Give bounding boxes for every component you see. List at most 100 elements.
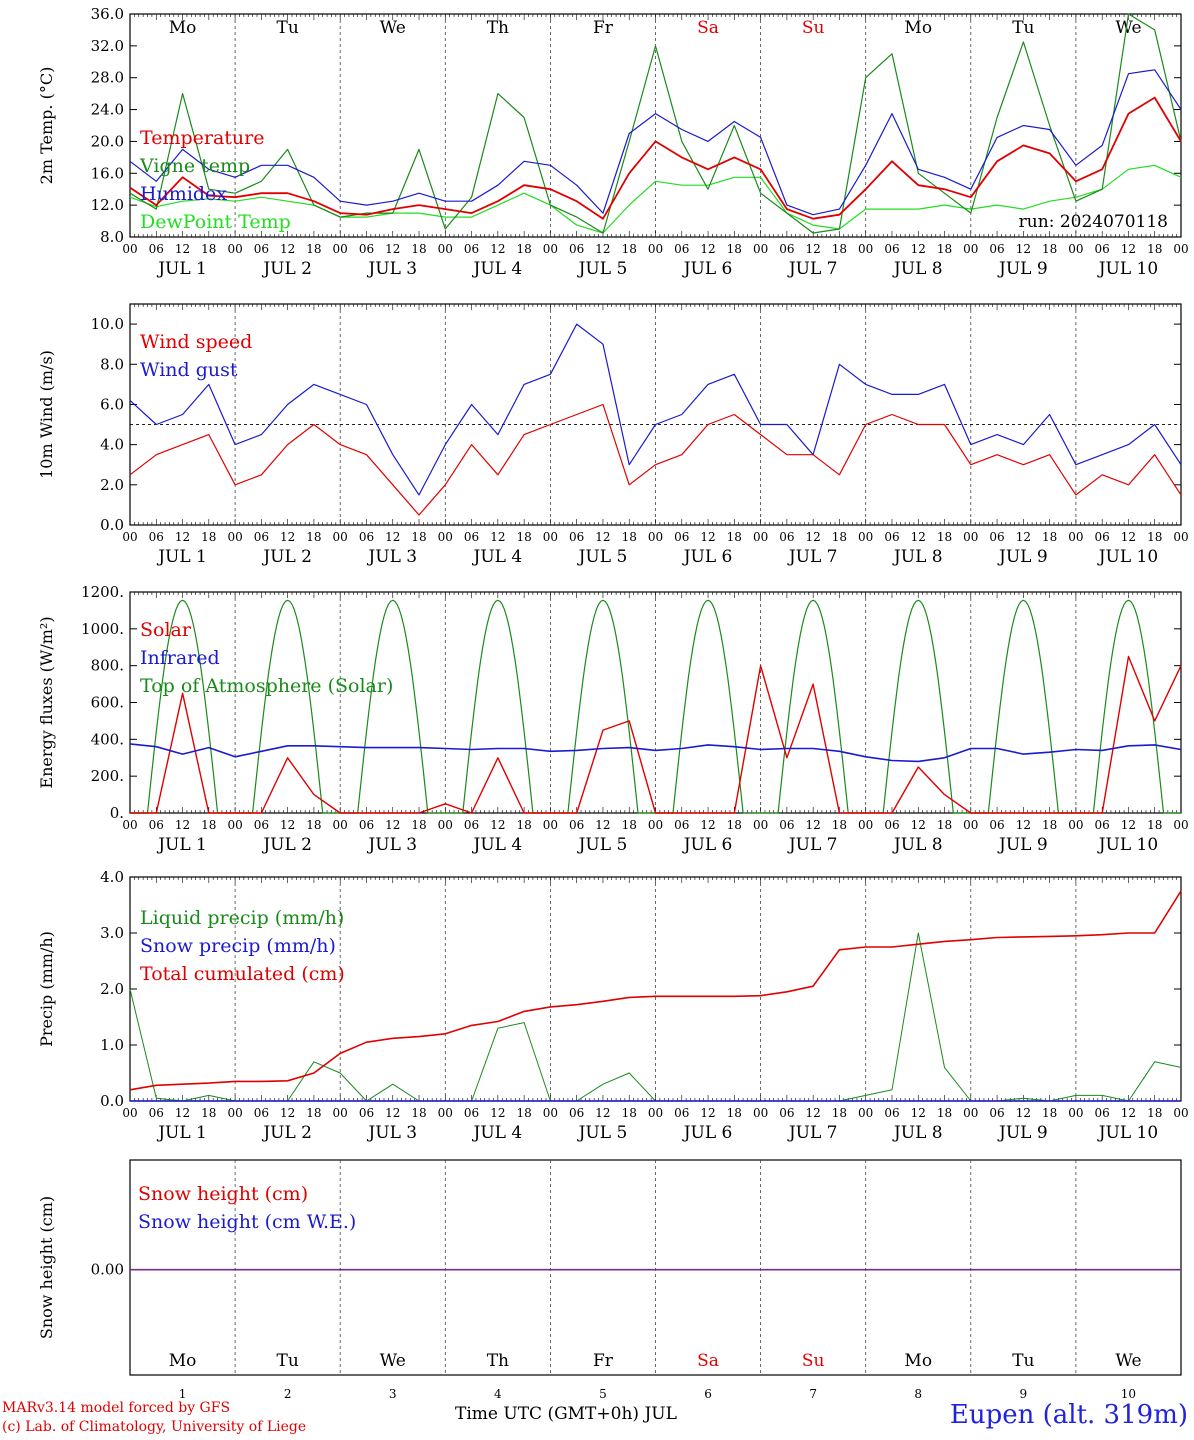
- panel4-hour-label: 12: [1016, 1106, 1031, 1120]
- panel4-y-tick-label: 4.0: [100, 868, 124, 886]
- panel4-hour-label: 12: [280, 1106, 295, 1120]
- panel3-hour-label: 06: [989, 818, 1004, 832]
- panel1-hour-label: 00: [858, 242, 873, 256]
- panel2-hour-label: 06: [569, 530, 584, 544]
- panel2-hour-label: 18: [411, 530, 426, 544]
- panel3-hour-label: 00: [1068, 818, 1083, 832]
- legend-entry: Infrared: [140, 647, 220, 669]
- panel1-hour-label: 00: [1173, 242, 1188, 256]
- panel1-hour-label: 18: [411, 242, 426, 256]
- panel4-date-label: JUL 5: [577, 1123, 628, 1143]
- panel2-hour-label: 18: [622, 530, 637, 544]
- panel1-hour-label: 06: [149, 242, 164, 256]
- panel3-date-label: JUL 1: [156, 835, 207, 855]
- panel2-date-label: JUL 1: [156, 547, 207, 567]
- panel4-hour-label: 00: [438, 1106, 453, 1120]
- panel3-y-tick-label: 200.: [91, 767, 124, 785]
- panel3-hour-label: 00: [648, 818, 663, 832]
- x-axis-title: Time UTC (GMT+0h) JUL: [455, 1404, 677, 1424]
- day-number-label: 10: [1121, 1387, 1136, 1401]
- panel2-hour-label: 18: [1147, 530, 1162, 544]
- panel1-date-label: JUL 2: [261, 259, 312, 279]
- legend-entry: Temperature: [140, 127, 264, 149]
- day-number-label: 9: [1020, 1387, 1028, 1401]
- panel4-date-label: JUL 10: [1097, 1123, 1158, 1143]
- panel2-hour-label: 00: [1068, 530, 1083, 544]
- panel2-y-tick-label: 10.0: [91, 315, 124, 333]
- panel1-date-label: JUL 4: [472, 259, 523, 279]
- panel2-hour-label: 12: [385, 530, 400, 544]
- panel2-hour-label: 00: [122, 530, 137, 544]
- panel2-hour-label: 18: [306, 530, 321, 544]
- panel4-hour-label: 12: [175, 1106, 190, 1120]
- panel1-hour-label: 06: [254, 242, 269, 256]
- legend-entry: Total cumulated (cm): [140, 963, 345, 985]
- panel2-hour-label: 06: [779, 530, 794, 544]
- panel2-hour-label: 18: [516, 530, 531, 544]
- panel3-hour-label: 00: [753, 818, 768, 832]
- weekday-label: Tu: [1012, 18, 1034, 38]
- panel2-hour-label: 00: [648, 530, 663, 544]
- panel4-hour-label: 06: [359, 1106, 374, 1120]
- panel1-hour-label: 18: [832, 242, 847, 256]
- legend-entry: Humidex: [140, 183, 227, 205]
- panel2-hour-label: 00: [438, 530, 453, 544]
- panel1-hour-label: 06: [464, 242, 479, 256]
- day-number-label: 4: [494, 1387, 502, 1401]
- panel2-date-label: JUL 9: [997, 547, 1048, 567]
- panel4-hour-label: 00: [648, 1106, 663, 1120]
- panel3-hour-label: 06: [254, 818, 269, 832]
- weekday-label: We: [380, 18, 406, 38]
- panel1-date-label: JUL 6: [682, 259, 733, 279]
- panel5-y-axis-title: Snow height (cm): [37, 1196, 56, 1339]
- panel1-hour-label: 06: [884, 242, 899, 256]
- weekday-label: Mo: [904, 1351, 932, 1371]
- panel3-hour-label: 00: [543, 818, 558, 832]
- panel2-hour-label: 00: [963, 530, 978, 544]
- panel1-hour-label: 00: [122, 242, 137, 256]
- panel3-hour-label: 18: [1147, 818, 1162, 832]
- panel3-hour-label: 18: [516, 818, 531, 832]
- weekday-label: Fr: [593, 1351, 614, 1371]
- panel1-hour-label: 12: [490, 242, 505, 256]
- panel4-y-tick-label: 0.0: [100, 1092, 124, 1110]
- weekday-label: We: [380, 1351, 406, 1371]
- panel3-hour-label: 12: [806, 818, 821, 832]
- panel2-hour-label: 12: [911, 530, 926, 544]
- panel4-hour-label: 12: [700, 1106, 715, 1120]
- panel4-date-label: JUL 8: [892, 1123, 943, 1143]
- panel3-hour-label: 18: [727, 818, 742, 832]
- panel2-date-label: JUL 6: [682, 547, 733, 567]
- panel4-hour-label: 18: [411, 1106, 426, 1120]
- panel1-y-tick-label: 8.0: [100, 228, 124, 246]
- panel2-date-label: JUL 2: [261, 547, 312, 567]
- panel3-y-tick-label: 400.: [91, 730, 124, 748]
- weekday-label: Mo: [904, 18, 932, 38]
- panel3-hour-label: 00: [963, 818, 978, 832]
- legend-entry: Vigne temp: [139, 155, 250, 177]
- panel2-hour-label: 12: [595, 530, 610, 544]
- day-number-label: 3: [389, 1387, 397, 1401]
- panel4-hour-label: 06: [674, 1106, 689, 1120]
- panel1-hour-label: 06: [569, 242, 584, 256]
- model-credit: MARv3.14 model forced by GFS: [2, 1400, 231, 1416]
- legend-entry: Liquid precip (mm/h): [140, 907, 344, 929]
- panel4-hour-label: 18: [306, 1106, 321, 1120]
- panel4-hour-label: 06: [1095, 1106, 1110, 1120]
- day-number-label: 1: [179, 1387, 187, 1401]
- panel1-hour-label: 18: [1147, 242, 1162, 256]
- panel4-hour-label: 00: [333, 1106, 348, 1120]
- panel1-y-tick-label: 12.0: [91, 196, 124, 214]
- panel3-hour-label: 00: [122, 818, 137, 832]
- panel1-hour-label: 18: [201, 242, 216, 256]
- panel3-y-tick-label: 800.: [91, 657, 124, 675]
- temp-series-vigne-temp: [129, 13, 1182, 234]
- panel4-y-tick-label: 3.0: [100, 924, 124, 942]
- panel3-hour-label: 06: [674, 818, 689, 832]
- panel4-hour-label: 12: [1121, 1106, 1136, 1120]
- panel3-date-label: JUL 10: [1097, 835, 1158, 855]
- panel1-y-tick-label: 16.0: [91, 164, 124, 182]
- legend-entry: DewPoint Temp: [140, 211, 291, 233]
- panel1-hour-label: 06: [1095, 242, 1110, 256]
- panel3-hour-label: 00: [333, 818, 348, 832]
